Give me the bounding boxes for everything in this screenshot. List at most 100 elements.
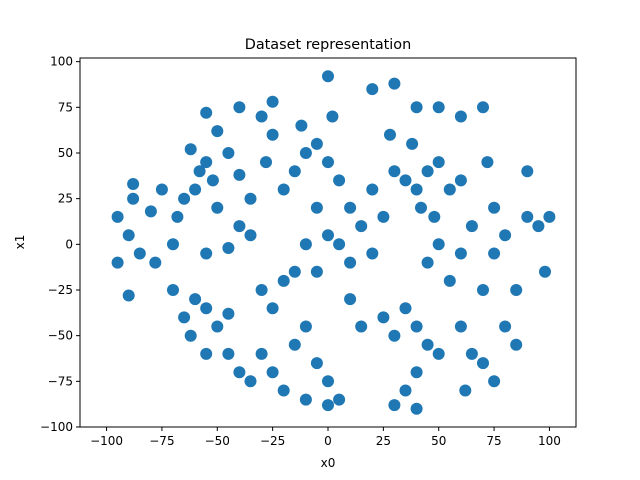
data-point <box>488 201 501 214</box>
data-point <box>432 101 445 114</box>
data-point <box>149 256 162 269</box>
data-point <box>415 201 427 214</box>
data-point <box>355 320 368 333</box>
data-point <box>432 156 445 169</box>
data-point <box>481 156 494 169</box>
data-point <box>333 238 346 251</box>
data-point <box>432 347 445 360</box>
data-point <box>255 347 268 360</box>
data-point <box>266 95 279 108</box>
data-point <box>410 402 423 415</box>
data-point <box>510 284 523 296</box>
data-point <box>222 307 235 320</box>
data-point <box>477 284 489 296</box>
data-point <box>421 256 434 269</box>
data-point <box>310 137 323 150</box>
data-point <box>443 274 456 287</box>
x-tick-label: −75 <box>149 434 174 448</box>
data-point <box>543 210 556 223</box>
data-point <box>222 147 235 159</box>
data-point <box>288 165 301 178</box>
data-point <box>333 174 346 187</box>
data-point <box>355 220 368 233</box>
data-point <box>322 70 334 83</box>
data-point <box>454 247 467 260</box>
data-point <box>233 168 246 181</box>
data-point <box>310 265 323 278</box>
data-point <box>377 311 390 324</box>
data-point <box>133 247 146 260</box>
data-point <box>510 338 523 351</box>
data-point <box>406 137 419 150</box>
data-point <box>410 320 423 333</box>
data-point <box>266 302 279 315</box>
data-point <box>532 220 545 233</box>
y-tick-label: 50 <box>58 146 73 160</box>
data-point <box>288 338 301 351</box>
data-point <box>322 375 334 388</box>
data-point <box>211 320 224 333</box>
x-tick-label: 25 <box>376 434 391 448</box>
data-point <box>189 183 202 196</box>
data-point <box>155 183 168 196</box>
x-axis-label: x0 <box>321 456 336 470</box>
data-point <box>465 347 478 360</box>
data-point <box>233 220 246 233</box>
data-point <box>206 174 219 187</box>
data-point <box>454 174 467 187</box>
data-point <box>459 384 472 397</box>
data-point <box>344 201 357 214</box>
x-tick-label: 75 <box>486 434 501 448</box>
y-tick-label: −25 <box>48 283 73 297</box>
data-point <box>443 183 456 196</box>
data-point <box>189 293 202 306</box>
chart-title: Dataset representation <box>245 37 411 53</box>
data-point <box>277 274 290 287</box>
data-point <box>421 165 434 178</box>
data-point <box>178 311 191 324</box>
data-point <box>244 192 257 205</box>
data-point <box>322 229 334 242</box>
data-point <box>521 210 534 223</box>
data-point <box>144 205 157 218</box>
data-point <box>410 183 423 196</box>
data-point <box>111 210 124 223</box>
data-point <box>477 357 489 370</box>
data-point <box>428 210 441 223</box>
data-point <box>488 247 501 260</box>
data-point <box>211 125 224 138</box>
data-point <box>244 375 257 388</box>
data-point <box>171 210 184 223</box>
data-point <box>277 183 290 196</box>
data-point <box>200 247 213 260</box>
data-point <box>167 284 179 296</box>
data-point <box>288 265 301 278</box>
data-point <box>322 156 334 169</box>
points-layer <box>111 70 556 415</box>
data-point <box>388 77 401 90</box>
data-point <box>111 256 124 269</box>
data-point <box>266 128 279 141</box>
data-point <box>366 183 379 196</box>
y-tick-label: 25 <box>58 192 73 206</box>
data-point <box>233 366 246 379</box>
y-tick-label: −75 <box>48 374 73 388</box>
data-point <box>539 265 551 278</box>
data-point <box>388 399 401 412</box>
data-point <box>178 192 191 205</box>
data-point <box>277 384 290 397</box>
data-point <box>299 393 312 406</box>
data-point <box>399 302 412 315</box>
data-point <box>127 192 140 205</box>
data-point <box>377 210 390 223</box>
data-point <box>222 242 235 254</box>
data-point <box>384 128 396 141</box>
data-point <box>322 399 334 412</box>
data-point <box>410 366 423 379</box>
data-point <box>521 165 534 178</box>
data-point <box>326 110 339 123</box>
y-tick-label: −50 <box>48 329 73 343</box>
data-point <box>366 247 379 260</box>
data-point <box>399 384 412 397</box>
